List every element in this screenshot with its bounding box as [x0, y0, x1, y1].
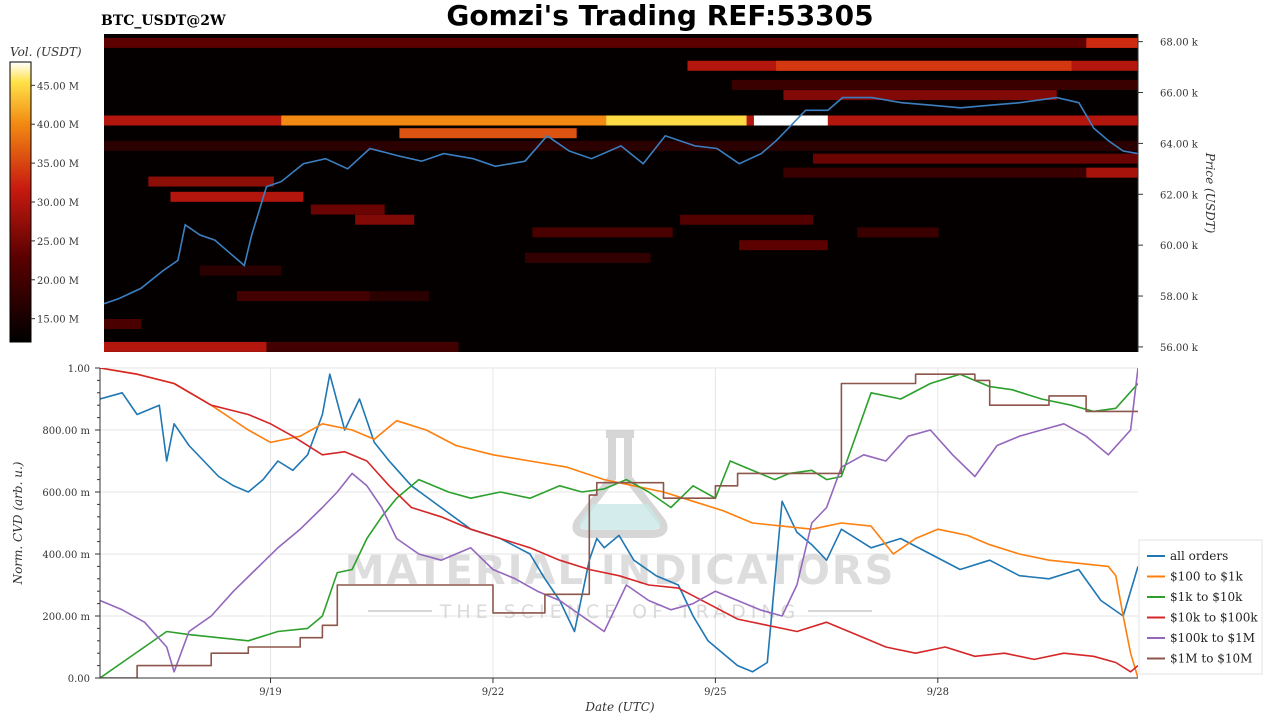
- colorbar-tick-label: 25.00 M: [37, 237, 79, 248]
- heatmap-panel: 56.00 k 58.00 k 60.00 k 62.00 k 64.00 k 66.00…: [104, 34, 1217, 354]
- heat-band-16: [170, 191, 304, 202]
- heat-band-4: [731, 79, 1138, 90]
- series-line-1k-10k: [100, 373, 1138, 678]
- price-tick-label: 62.00 k: [1160, 190, 1199, 201]
- colorbar-label: Vol. (USDT): [10, 45, 82, 59]
- cvd-ytick-label: 200.00 m: [42, 612, 90, 623]
- heat-band-27: [104, 319, 141, 330]
- legend-box: [1138, 539, 1263, 675]
- heat-band-13: [783, 167, 1138, 178]
- flask-liquid: [579, 504, 661, 530]
- heat-band-10: [399, 128, 577, 139]
- legend-label: $1M to $10M: [1170, 652, 1252, 666]
- price-tick-label: 66.00 k: [1160, 89, 1199, 100]
- colorbar-tick-label: 45.00 M: [37, 81, 79, 92]
- price-tick-label: 56.00 k: [1160, 343, 1199, 354]
- heat-band-14: [1086, 167, 1138, 178]
- price-tick-label: 60.00 k: [1160, 241, 1199, 252]
- cvd-ytick-label: 0.00: [68, 674, 90, 685]
- colorbar-tick-label: 30.00 M: [37, 198, 79, 209]
- cvd-y-axis-label: Norm. CVD (arb. u.): [11, 461, 25, 585]
- watermark-tagline: THE SCIENCE OF TRADING: [439, 601, 801, 623]
- price-tick-label: 64.00 k: [1160, 139, 1199, 150]
- pair-label: BTC_USDT@2W: [101, 13, 226, 29]
- cvd-x-axis-label: Date (UTC): [584, 700, 654, 714]
- cvd-xtick-label: 9/25: [704, 687, 726, 698]
- price-tick-label: 68.00 k: [1160, 38, 1199, 49]
- heat-band-20: [532, 227, 673, 238]
- heat-band-22: [739, 240, 828, 251]
- heat-band-25: [236, 291, 370, 302]
- heat-band-0: [104, 37, 1138, 48]
- colorbar-gradient: [9, 61, 32, 343]
- heat-band-12: [813, 153, 1138, 164]
- heat-band-17: [310, 204, 385, 215]
- series-line-10k-100k: [100, 368, 1138, 673]
- cvd-ytick-label: 600.00 m: [42, 488, 90, 499]
- colorbar-tick-label: 35.00 M: [37, 159, 79, 170]
- cvd-panel: MATERIAL INDICATORS THE SCIENCE OF TRADI…: [11, 364, 1138, 714]
- series-line-100k-1M: [100, 368, 1138, 673]
- colorbar-tick-label: 40.00 M: [37, 120, 79, 131]
- colorbar-tick-label: 15.00 M: [37, 315, 79, 326]
- heat-band-23: [524, 252, 651, 263]
- heat-band-3: [776, 60, 1072, 71]
- heat-band-19: [680, 214, 814, 225]
- heat-band-7: [281, 115, 747, 126]
- legend-label: all orders: [1170, 549, 1228, 563]
- cvd-xtick-label: 9/22: [482, 687, 504, 698]
- cvd-ytick-label: 400.00 m: [42, 550, 90, 561]
- price-line: [104, 96, 1138, 305]
- colorbar: Vol. (USDT) 15.00 M 20.00 M 25.00 M 30.00 M…: [9, 45, 82, 343]
- legend-label: $10k to $100k: [1170, 611, 1258, 625]
- heat-band-9: [753, 115, 828, 126]
- heat-band-28: [104, 341, 267, 352]
- heat-band-21: [857, 227, 939, 238]
- legend-label: $1k to $10k: [1170, 590, 1243, 604]
- heat-band-26: [369, 291, 429, 302]
- watermark: MATERIAL INDICATORS THE SCIENCE OF TRADI…: [345, 430, 896, 623]
- cvd-xtick-label: 9/19: [259, 687, 281, 698]
- heat-band-8: [606, 115, 747, 126]
- heat-band-29: [266, 341, 459, 352]
- price-axis-label: Price (USDT): [1203, 152, 1217, 234]
- price-tick-label: 58.00 k: [1160, 292, 1199, 303]
- cvd-ytick-label: 800.00 m: [42, 426, 90, 437]
- chart-title: Gomzi's Trading REF:53305: [446, 0, 873, 32]
- cvd-ytick-label: 1.00: [68, 364, 90, 375]
- heat-band-1: [1086, 37, 1138, 48]
- flask-icon: [572, 430, 668, 538]
- heat-band-18: [355, 214, 415, 225]
- series-line-1M-10M: [100, 373, 1138, 678]
- colorbar-tick-label: 20.00 M: [37, 276, 79, 287]
- legend: all orders $100 to $1k $1k to $10k $10k to …: [1138, 539, 1263, 675]
- series-line-100-1k: [100, 368, 1138, 678]
- legend-label: $100k to $1M: [1170, 631, 1255, 645]
- series-line-all-orders: [100, 373, 1138, 673]
- heat-band-24: [200, 265, 282, 276]
- heat-band-15: [148, 176, 274, 187]
- watermark-name: MATERIAL INDICATORS: [345, 548, 896, 594]
- legend-label: $100 to $1k: [1170, 570, 1243, 584]
- cvd-xtick-label: 9/28: [927, 687, 949, 698]
- heat-band-5: [783, 90, 1057, 101]
